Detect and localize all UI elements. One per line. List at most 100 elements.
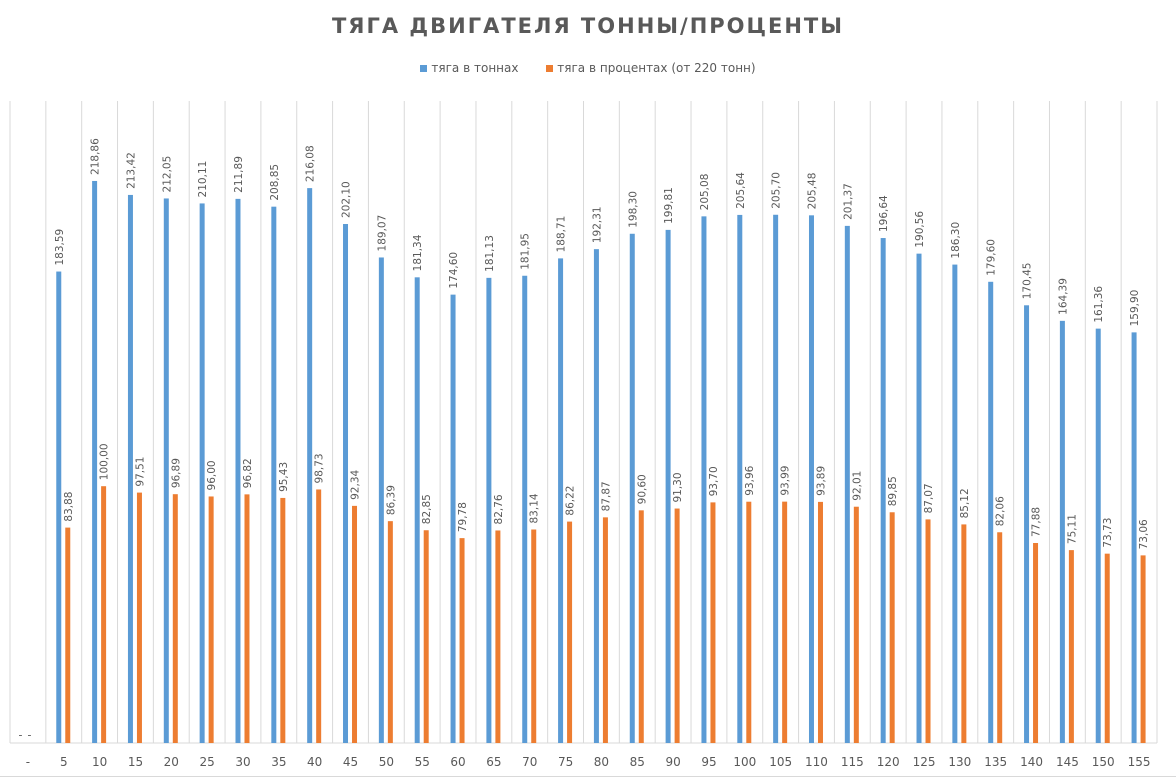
- bottom-border: [0, 776, 1176, 777]
- data-label: 93,70: [708, 466, 720, 496]
- bar-tons: [271, 206, 277, 743]
- x-tick-label: 115: [841, 755, 864, 769]
- data-label: 188,71: [556, 216, 568, 253]
- legend-swatch-tons: [420, 65, 428, 72]
- legend-swatch-percent: [546, 65, 554, 72]
- data-label: ': [18, 734, 30, 737]
- data-label: 198,30: [627, 191, 639, 228]
- x-tick-label: 155: [1128, 755, 1151, 769]
- bar-percent: [602, 517, 608, 743]
- data-label: 92,01: [851, 471, 863, 501]
- bar-percent: [101, 486, 107, 743]
- data-label: 95,43: [278, 462, 290, 492]
- data-label: 205,70: [771, 172, 783, 209]
- x-tick-label: 55: [415, 755, 430, 769]
- data-label: 75,11: [1066, 514, 1078, 544]
- bar-tons: [629, 233, 635, 743]
- x-tick-label: 60: [450, 755, 465, 769]
- bar-percent: [961, 524, 967, 743]
- legend-item-tons[interactable]: тяга в тоннах: [420, 61, 518, 75]
- x-tick-label: 45: [343, 755, 358, 769]
- bar-percent: [925, 519, 931, 743]
- bar-percent: [459, 538, 465, 743]
- x-tick-label: 110: [805, 755, 828, 769]
- data-label: 189,07: [376, 215, 388, 252]
- bar-percent: [889, 512, 895, 743]
- data-label: 208,85: [269, 164, 281, 201]
- data-label: 216,08: [305, 145, 317, 182]
- data-label: 87,87: [600, 481, 612, 511]
- bar-percent: [710, 502, 716, 743]
- data-label: 77,88: [1031, 507, 1043, 537]
- x-tick-label: 30: [235, 755, 250, 769]
- data-label: 82,85: [421, 494, 433, 524]
- x-tick-label: 95: [701, 755, 716, 769]
- data-label: 86,39: [385, 485, 397, 515]
- bar-percent: [316, 489, 322, 743]
- bar-percent: [1068, 550, 1074, 743]
- x-tick-label: 105: [769, 755, 792, 769]
- x-tick-label: 145: [1056, 755, 1079, 769]
- bar-tons: [235, 198, 241, 744]
- data-label: 82,06: [995, 496, 1007, 526]
- bar-percent: [280, 497, 286, 743]
- x-tick-label: 100: [733, 755, 756, 769]
- data-label: 202,10: [341, 181, 353, 218]
- bar-tons: [486, 277, 492, 743]
- bar-tons: [773, 214, 779, 744]
- bar-tons: [343, 224, 349, 743]
- data-label: 159,90: [1129, 290, 1141, 327]
- bar-tons: [737, 214, 743, 743]
- bar-tons: [56, 271, 62, 743]
- bar-tons: [701, 216, 707, 743]
- x-tick-label: 150: [1092, 755, 1115, 769]
- bar-percent: [65, 527, 71, 743]
- x-tick-label: 75: [558, 755, 573, 769]
- data-label: 192,31: [591, 206, 603, 243]
- bar-percent: [172, 494, 178, 743]
- data-label: 190,56: [914, 211, 926, 248]
- legend-item-percent[interactable]: тяга в процентах (от 220 тонн): [546, 61, 756, 75]
- bar-percent: [674, 508, 680, 743]
- x-tick-label: 15: [128, 755, 143, 769]
- bar-tons: [522, 275, 528, 743]
- data-label: 93,89: [815, 466, 827, 496]
- x-tick-label: 130: [948, 755, 971, 769]
- data-label: 218,86: [90, 138, 102, 175]
- data-label: 183,59: [54, 229, 66, 266]
- bar-percent: [387, 521, 393, 743]
- x-tick-label: 5: [60, 755, 68, 769]
- chart-title: ТЯГА ДВИГАТЕЛЯ ТОННЫ/ПРОЦЕНТЫ: [331, 14, 844, 38]
- data-label: 91,30: [672, 472, 684, 502]
- data-label: 93,99: [780, 466, 792, 496]
- data-label: 181,34: [412, 234, 424, 271]
- bar-tons: [808, 215, 814, 743]
- bar-percent: [495, 530, 501, 743]
- data-label: 210,11: [197, 161, 209, 198]
- data-label: 170,45: [1022, 263, 1034, 300]
- data-label: 82,76: [493, 494, 505, 524]
- data-label: 96,00: [206, 460, 218, 490]
- data-label: 181,95: [520, 233, 532, 270]
- bar-percent: [208, 496, 214, 743]
- bar-tons: [92, 180, 98, 743]
- bar-percent: [567, 521, 573, 743]
- data-label: 86,22: [565, 486, 577, 516]
- legend-label-tons: тяга в тоннах: [431, 61, 519, 75]
- data-label: 211,89: [233, 156, 245, 193]
- bar-tons: [558, 258, 564, 743]
- bar-percent: [531, 529, 537, 743]
- data-label: 205,48: [806, 173, 818, 210]
- bar-percent: [782, 501, 788, 743]
- x-tick-label: 80: [594, 755, 609, 769]
- data-label: 164,39: [1057, 278, 1069, 315]
- x-tick-label: 10: [92, 755, 107, 769]
- legend: тяга в тоннах тяга в процентах (от 220 т…: [0, 61, 1176, 75]
- data-label: 213,42: [125, 152, 137, 189]
- data-label: 83,14: [529, 493, 541, 523]
- data-label: 87,07: [923, 483, 935, 513]
- x-tick-label: 135: [984, 755, 1007, 769]
- bar-tons: [916, 253, 922, 744]
- data-label: 98,73: [314, 453, 326, 483]
- bar-percent: [1140, 555, 1146, 743]
